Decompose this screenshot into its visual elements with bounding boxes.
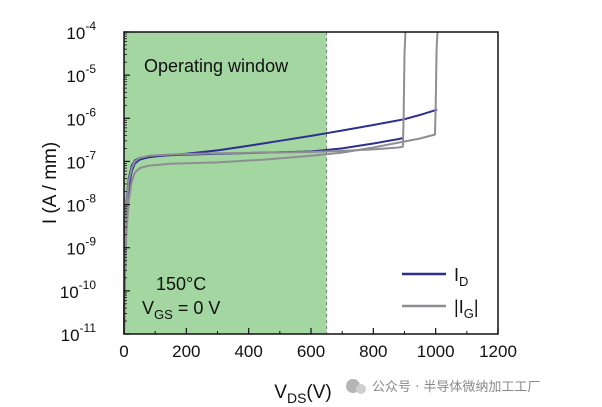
series-I_G-1 [123,31,407,335]
y-tick-label: 10-5 [66,62,96,86]
y-tick-label: 10-10 [60,278,97,302]
y-tick-exponent: -5 [85,62,96,76]
y-tick-base: 10 [61,326,80,345]
series-layer [123,31,439,335]
x-axis: 0 200 400 600 800 1000 1200 [119,328,517,361]
x-axis-label-main: V [274,382,287,403]
legend-label: |IG| [454,297,479,321]
y-tick-base: 10 [66,24,85,43]
x-axis-label-sub: DS [287,390,306,406]
temperature-annotation: 150°C [156,274,206,294]
y-tick-label: 10-4 [66,19,96,43]
x-tick-label: 600 [297,342,325,361]
vgs-annotation-sub: GS [154,307,173,322]
y-tick-label: 10-11 [61,321,97,345]
x-tick-label: 1200 [479,342,517,361]
series-I_G-2 [123,31,439,335]
operating-window-region [124,32,327,334]
y-tick-exponent: -10 [79,278,97,292]
vgs-annotation-main: V [142,298,154,318]
legend-label: ID [454,265,468,289]
operating-window-label: Operating window [144,56,289,76]
y-tick-base: 10 [60,283,79,302]
vgs-annotation: VGS = 0 V [142,298,220,322]
x-tick-label: 1000 [417,342,455,361]
x-tick-label: 400 [234,342,262,361]
watermark: 公众号 · 半导体微纳加工工厂 [346,379,540,395]
y-tick-base: 10 [66,110,85,129]
y-tick-exponent: -11 [80,321,97,335]
y-tick-base: 10 [66,153,85,172]
x-tick-label: 0 [119,342,128,361]
y-tick-exponent: -7 [85,148,96,162]
y-tick-base: 10 [66,240,85,259]
x-axis-label: VDS(V) [274,382,331,406]
y-tick-label: 10-8 [66,192,96,216]
y-axis-label: I (A / mm) [40,142,61,224]
wechat-icon-secondary [356,384,366,394]
y-tick-exponent: -6 [85,105,96,119]
x-tick-label: 800 [359,342,387,361]
y-tick-label: 10-6 [66,105,96,129]
y-tick-exponent: -8 [85,192,96,206]
x-tick-label: 200 [172,342,200,361]
y-tick-base: 10 [66,197,85,216]
legend: ID |IG| [402,265,479,321]
series-I_D-1 [123,108,438,335]
x-axis-label-tail: (V) [306,382,331,403]
y-tick-label: 10-9 [66,235,96,259]
vgs-annotation-tail: = 0 V [173,298,221,318]
y-tick-label: 10-7 [66,148,96,172]
watermark-text: 公众号 · 半导体微纳加工工厂 [372,380,540,395]
y-tick-base: 10 [66,67,85,86]
y-tick-exponent: -4 [85,19,96,33]
y-tick-exponent: -9 [85,235,96,249]
